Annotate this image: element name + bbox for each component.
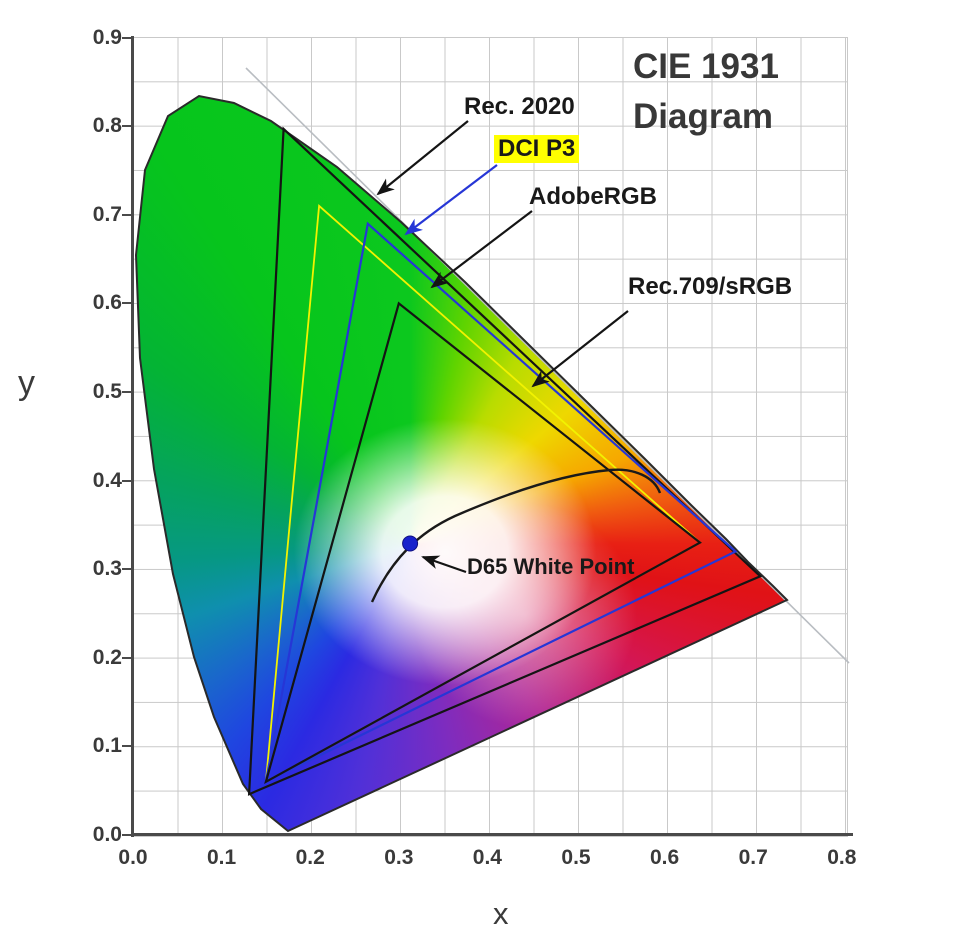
rec2020-label: Rec. 2020 (464, 93, 575, 120)
dcip3-label-highlighted: DCI P3 (494, 135, 580, 163)
y-axis-tickmark (122, 745, 131, 748)
y-tick-label: 0.6 (92, 291, 122, 315)
y-tick-label: 0.5 (92, 380, 122, 403)
y-tick-label: 0.7 (92, 202, 122, 226)
y-axis-tickmark (122, 479, 131, 482)
x-tick-label: 0.8 (827, 846, 857, 869)
rec2020-arrow (376, 120, 469, 196)
y-axis-title: y (18, 364, 35, 402)
d65-arrow (421, 555, 467, 574)
y-tick-label: 0.4 (92, 468, 122, 492)
x-tick-label: 0.6 (649, 846, 680, 869)
x-axis-line (131, 833, 853, 836)
y-tick-label: 0.0 (92, 823, 122, 846)
x-tick-label: 0.0 (118, 846, 148, 869)
y-tick-label: 0.8 (92, 114, 122, 138)
chart-title-line2: Diagram (633, 97, 774, 136)
y-axis-tickmark (122, 391, 131, 393)
x-axis-title: x (493, 896, 509, 931)
y-axis-tickmark (122, 125, 131, 128)
d65-white-point-marker (402, 535, 419, 552)
d65-white-point-label: D65 White Point (467, 554, 635, 579)
y-tick-label: 0.2 (92, 645, 122, 669)
chart-title: CIE 1931 Diagram (633, 42, 853, 142)
chart-title-line1: CIE 1931 (633, 47, 779, 86)
y-tick-label: 0.1 (92, 734, 122, 758)
adobergb-arrow (430, 210, 533, 289)
dcip3-gamut-triangle (264, 221, 738, 784)
y-axis-tickmark (122, 656, 131, 659)
y-axis-line (131, 36, 134, 837)
dcip3-arrow (404, 164, 498, 236)
adobergb-label: AdobeRGB (529, 183, 657, 210)
y-axis-tickmark (122, 213, 131, 216)
x-tick-label: 0.4 (472, 846, 502, 869)
y-axis-tickmark (122, 302, 131, 305)
planckian-locus-curve (370, 468, 662, 603)
y-tick-label: 0.3 (92, 557, 122, 581)
rec2020-gamut-triangle (247, 126, 763, 796)
rec709-arrow (531, 310, 629, 388)
x-tick-label: 0.3 (384, 846, 414, 869)
rec709-srgb-label: Rec.709/sRGB (628, 273, 793, 300)
rec709-srgb-gamut-triangle (264, 301, 702, 785)
x-tick-label: 0.7 (738, 846, 768, 869)
y-axis-tickmark (122, 834, 131, 836)
x-tick-label: 0.5 (561, 846, 591, 869)
spectral-locus-outline (134, 94, 789, 833)
y-axis-tickmark (122, 568, 131, 571)
x-tick-label: 0.2 (295, 846, 325, 869)
y-axis-tickmark (122, 36, 131, 39)
x-tick-label: 0.1 (206, 846, 237, 869)
y-tick-label: 0.9 (92, 25, 122, 49)
